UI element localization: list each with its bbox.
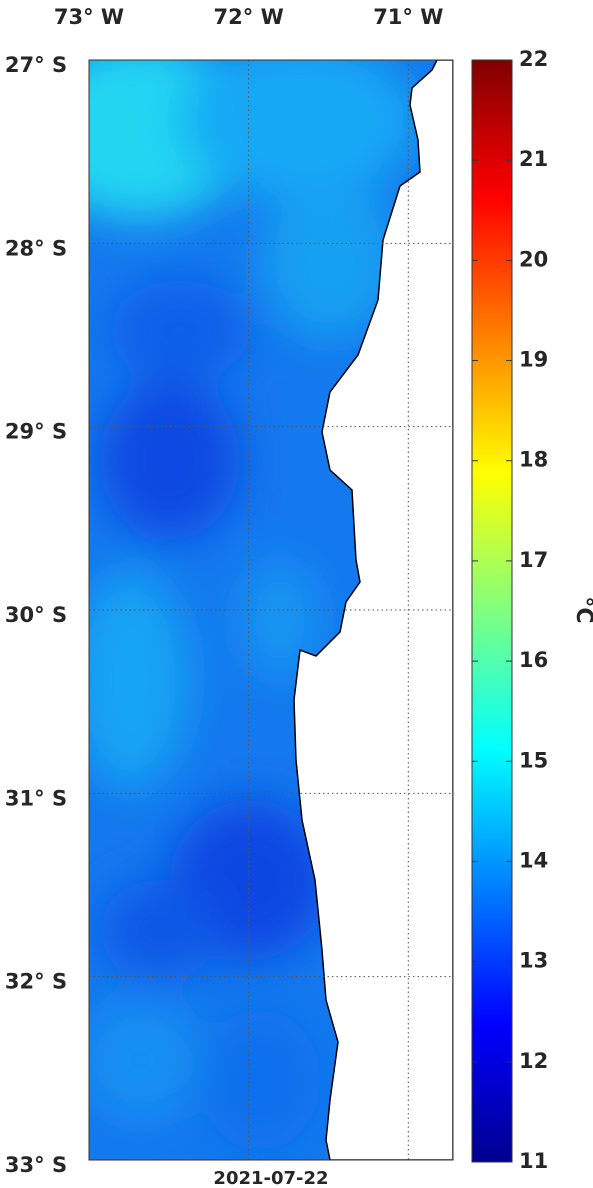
lat-tick-label: 33° S xyxy=(5,1153,67,1177)
lat-tick-label: 29° S xyxy=(5,420,67,444)
lat-tick-label: 32° S xyxy=(5,970,67,994)
map-frame xyxy=(88,59,454,1161)
lon-tick-label: 73° W xyxy=(54,5,124,29)
colorbar-tick-label: 13 xyxy=(519,949,548,973)
grid xyxy=(89,60,453,1160)
colorbar-label: °C xyxy=(571,596,593,623)
lat-tick-label: 30° S xyxy=(5,603,67,627)
colorbar-tick-label: 22 xyxy=(519,47,548,71)
sst-field xyxy=(89,60,453,1160)
colorbar-tick-label: 20 xyxy=(519,247,548,271)
lon-tick-label: 72° W xyxy=(214,5,284,29)
colorbar-tick-label: 16 xyxy=(519,648,548,672)
date-label: 2021-07-22 xyxy=(213,1168,328,1188)
lat-tick-label: 27° S xyxy=(5,53,67,77)
lat-tick-label: 31° S xyxy=(5,786,67,810)
colorbar-tick-label: 15 xyxy=(519,748,548,772)
colorbar-tick-label: 21 xyxy=(519,147,548,171)
colorbar-tick-label: 18 xyxy=(519,448,548,472)
colorbar-tick-label: 11 xyxy=(519,1149,548,1173)
colorbar xyxy=(471,59,513,1163)
colorbar-tick-label: 12 xyxy=(519,1049,548,1073)
lat-tick-label: 28° S xyxy=(5,236,67,260)
lon-tick-label: 71° W xyxy=(373,5,443,29)
colorbar-tick-label: 17 xyxy=(519,548,548,572)
colorbar-tick-label: 14 xyxy=(519,848,548,872)
colorbar-tick-label: 19 xyxy=(519,348,548,372)
